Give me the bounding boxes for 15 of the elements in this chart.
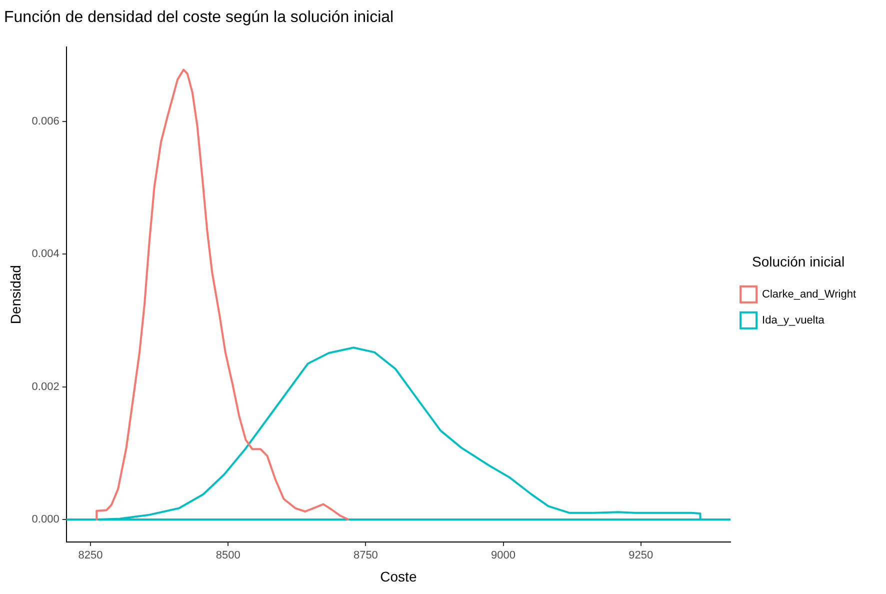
y-tick-label: 0.006 <box>32 116 60 128</box>
legend-title: Solución inicial <box>752 253 845 270</box>
x-tick-label: 9250 <box>628 550 654 562</box>
y-axis-title: Densidad <box>7 265 24 324</box>
x-tick-label: 8250 <box>78 550 103 562</box>
y-tick-label: 0.004 <box>32 248 60 260</box>
y-tick-label: 0.000 <box>32 513 60 526</box>
x-tick-label: 9000 <box>491 550 516 562</box>
chart-title: Función de densidad del coste según la solución inicial <box>4 9 394 26</box>
x-axis-title: Coste <box>380 568 417 584</box>
legend-label: Ida_y_vuelta <box>762 314 826 326</box>
x-tick-label: 8750 <box>353 550 378 562</box>
x-tick-label: 8500 <box>216 550 240 562</box>
y-tick-label: 0.002 <box>32 380 60 393</box>
legend-label: Clarke_and_Wright <box>762 288 856 300</box>
